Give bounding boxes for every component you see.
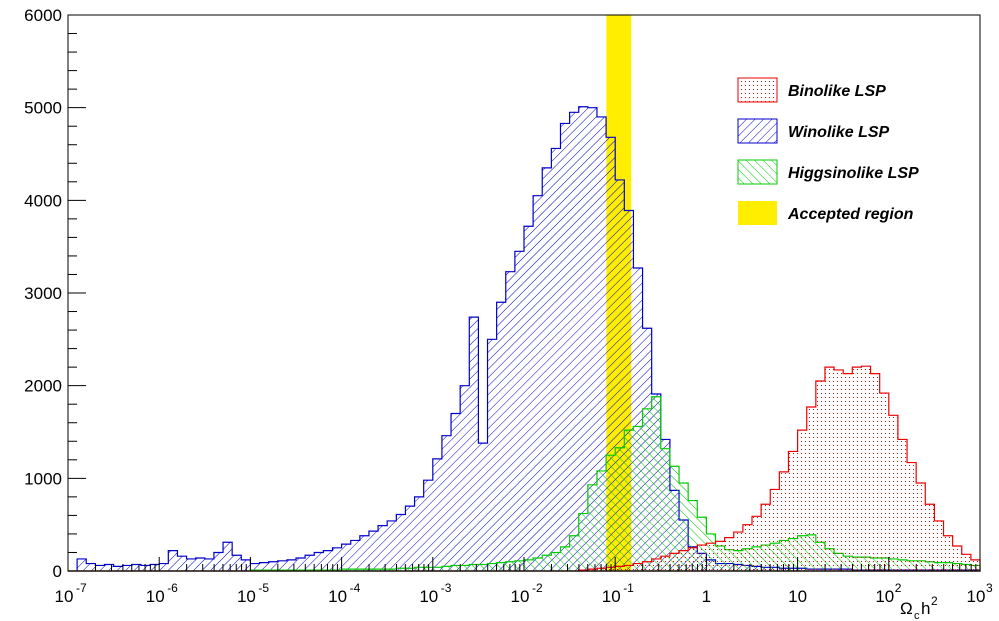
x-tick-label-exponent: -7 bbox=[76, 581, 87, 595]
x-tick-label-base: 1 bbox=[702, 587, 711, 606]
legend-item-accepted-region: Accepted region bbox=[738, 201, 914, 225]
legend-swatch bbox=[738, 201, 777, 225]
x-axis-title-sub: c bbox=[914, 610, 920, 621]
x-tick-label: 1 bbox=[702, 587, 711, 606]
x-tick-label: 10 2 bbox=[875, 581, 901, 606]
x-tick-label-base: 10 bbox=[875, 587, 894, 606]
x-tick-label-exponent: -5 bbox=[258, 581, 269, 595]
legend-label: Accepted region bbox=[787, 206, 914, 223]
legend-item-binolike-lsp: Binolike LSP bbox=[737, 77, 886, 103]
x-tick-label: 10 -5 bbox=[237, 581, 269, 606]
legend-label: Winolike LSP bbox=[788, 124, 890, 141]
x-tick-label-base: 10 bbox=[788, 587, 807, 606]
x-tick-label: 10 bbox=[788, 587, 807, 606]
x-tick-label: 10 -7 bbox=[55, 581, 87, 606]
x-tick-label-exponent: -6 bbox=[167, 581, 178, 595]
y-tick-label: 5000 bbox=[24, 99, 62, 118]
legend-item-higgsinolike-lsp: Higgsinolike LSP bbox=[737, 159, 919, 185]
x-tick-label-base: 10 bbox=[511, 587, 530, 606]
y-tick-label: 6000 bbox=[24, 6, 62, 25]
x-tick-label: 10 -2 bbox=[511, 581, 543, 606]
y-tick-label: 4000 bbox=[24, 191, 62, 210]
y-tick-label: 3000 bbox=[24, 284, 62, 303]
x-axis-title-base: Ω bbox=[900, 599, 913, 618]
x-tick-label-base: 10 bbox=[146, 587, 165, 606]
x-tick-label: 10 -3 bbox=[419, 581, 451, 606]
x-tick-label: 10 -6 bbox=[146, 581, 178, 606]
legend-swatch bbox=[737, 159, 778, 185]
x-tick-label: 10 -4 bbox=[328, 581, 360, 606]
x-tick-label-exponent: -2 bbox=[532, 581, 543, 595]
x-axis-title-sup: 2 bbox=[931, 594, 938, 608]
x-tick-label-exponent: -4 bbox=[350, 581, 361, 595]
x-tick-label-base: 10 bbox=[328, 587, 347, 606]
legend-item-winolike-lsp: Winolike LSP bbox=[737, 118, 890, 144]
x-tick-label-base: 10 bbox=[967, 587, 986, 606]
x-tick-label-base: 10 bbox=[237, 587, 256, 606]
x-tick-label-base: 10 bbox=[602, 587, 621, 606]
histogram-fill-winolike-lsp bbox=[68, 106, 980, 572]
x-tick-label-base: 10 bbox=[55, 587, 74, 606]
y-tick-label: 0 bbox=[53, 562, 62, 581]
x-tick-label-exponent: -1 bbox=[623, 581, 634, 595]
x-tick-label: 10 3 bbox=[967, 581, 993, 606]
x-tick-label-base: 10 bbox=[419, 587, 438, 606]
legend: Binolike LSP Winolike LSP Higgsinolike LSP… bbox=[737, 77, 919, 225]
legend-swatch bbox=[737, 118, 778, 144]
legend-label: Binolike LSP bbox=[788, 83, 886, 100]
y-tick-label: 2000 bbox=[24, 377, 62, 396]
x-tick-label-exponent: 2 bbox=[895, 581, 902, 595]
x-tick-label: 10 -1 bbox=[602, 581, 634, 606]
x-axis-title-mid: h bbox=[921, 599, 930, 618]
y-tick-label: 1000 bbox=[24, 469, 62, 488]
legend-label: Higgsinolike LSP bbox=[788, 165, 919, 182]
x-tick-label-exponent: 3 bbox=[986, 581, 993, 595]
x-tick-label-exponent: -3 bbox=[441, 581, 452, 595]
legend-swatch bbox=[737, 77, 778, 103]
plot-area bbox=[68, 15, 981, 572]
